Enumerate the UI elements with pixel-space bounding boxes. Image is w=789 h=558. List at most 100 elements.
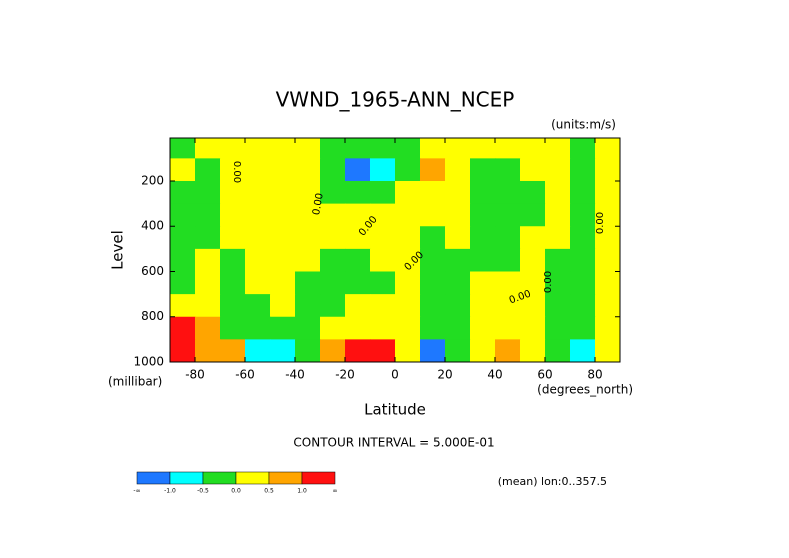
contour-cell xyxy=(470,271,496,295)
contour-cell xyxy=(245,226,271,250)
colorbar-box xyxy=(169,471,204,485)
contour-cell xyxy=(520,226,546,250)
colorbar-box xyxy=(268,471,303,485)
contour-cell xyxy=(170,226,196,250)
contour-cell xyxy=(170,180,196,205)
y-tick-label: 800 xyxy=(141,309,164,323)
contour-cell xyxy=(320,203,346,227)
contour-cell xyxy=(245,271,271,295)
contour-cell xyxy=(370,226,396,250)
contour-cell xyxy=(370,203,396,227)
contour-cell xyxy=(245,138,271,159)
contour-cell xyxy=(570,248,596,272)
contour-cell xyxy=(545,180,571,205)
contour-cell xyxy=(370,158,396,182)
contour-cell xyxy=(445,271,471,295)
contour-cell xyxy=(570,138,596,159)
contour-cell xyxy=(545,316,571,340)
x-tick-label: 40 xyxy=(487,368,502,382)
colorbar-label: -0.5 xyxy=(197,488,209,495)
contour-cell xyxy=(220,138,246,159)
y-units: (millibar) xyxy=(108,375,162,389)
contour-cell xyxy=(220,339,246,362)
contour-cell xyxy=(570,203,596,227)
contour-cell xyxy=(220,316,246,340)
contour-cell xyxy=(345,226,371,250)
x-axis-title: Latitude xyxy=(364,401,426,419)
contour-cell xyxy=(495,316,521,340)
contour-cell xyxy=(295,203,321,227)
contour-cell xyxy=(270,180,296,205)
contour-cell xyxy=(195,316,221,340)
contour-cell xyxy=(495,226,521,250)
contour-cell xyxy=(495,271,521,295)
contour-cell xyxy=(520,158,546,182)
contour-cell xyxy=(595,226,620,250)
contour-cell xyxy=(395,158,421,182)
contour-cell xyxy=(595,138,620,159)
y-tick-label: 1000 xyxy=(133,355,164,369)
x-tick-label: -60 xyxy=(235,368,255,382)
contour-cell xyxy=(320,158,346,182)
contour-cell xyxy=(345,180,371,205)
contour-cell xyxy=(520,271,546,295)
contour-cell xyxy=(470,248,496,272)
contour-cell xyxy=(170,316,196,340)
contour-cell xyxy=(170,339,196,362)
contour-cell xyxy=(195,271,221,295)
contour-cell xyxy=(295,226,321,250)
contour-cell xyxy=(295,158,321,182)
contour-cell xyxy=(345,138,371,159)
contour-cell xyxy=(370,271,396,295)
contour-cell xyxy=(545,203,571,227)
contour-cell xyxy=(445,294,471,318)
contour-cell xyxy=(170,203,196,227)
contour-cell xyxy=(595,248,620,272)
contour-cell xyxy=(295,316,321,340)
contour-cell xyxy=(295,339,321,362)
contour-cell xyxy=(220,294,246,318)
contour-cell xyxy=(445,138,471,159)
contour-cell xyxy=(270,339,296,362)
contour-cell xyxy=(545,138,571,159)
contour-cell xyxy=(570,158,596,182)
colorbar-box xyxy=(235,471,270,485)
contour-cell xyxy=(470,138,496,159)
contour-cell xyxy=(295,180,321,205)
contour-cell xyxy=(370,339,396,362)
x-tick-label: -80 xyxy=(185,368,205,382)
contour-cell xyxy=(320,271,346,295)
colorbar-box xyxy=(136,471,171,485)
contour-cell xyxy=(245,180,271,205)
contour-label: 0.00 xyxy=(231,161,242,183)
y-axis-title: Level xyxy=(109,230,127,270)
contour-cell xyxy=(395,226,421,250)
x-units: (degrees_north) xyxy=(537,383,633,397)
contour-cell xyxy=(270,138,296,159)
contour-cell xyxy=(470,203,496,227)
contour-cell xyxy=(295,248,321,272)
contour-cell xyxy=(245,339,271,362)
contour-cell xyxy=(395,294,421,318)
contour-cell xyxy=(520,138,546,159)
contour-cell xyxy=(470,180,496,205)
contour-cell xyxy=(295,138,321,159)
contour-cell xyxy=(345,294,371,318)
contour-cell xyxy=(520,180,546,205)
contour-cell xyxy=(345,158,371,182)
contour-cell xyxy=(320,294,346,318)
contour-cell xyxy=(270,271,296,295)
contour-field xyxy=(170,138,620,362)
contour-cell xyxy=(195,138,221,159)
contour-cell xyxy=(220,180,246,205)
contour-cell xyxy=(170,248,196,272)
contour-cell xyxy=(195,248,221,272)
footer-note: (mean) lon:0..357.5 xyxy=(498,475,607,488)
contour-cell xyxy=(395,271,421,295)
contour-cell xyxy=(220,271,246,295)
contour-cell xyxy=(545,271,571,295)
contour-cell xyxy=(570,339,596,362)
contour-cell xyxy=(520,294,546,318)
contour-cell xyxy=(420,158,446,182)
contour-cell xyxy=(320,226,346,250)
